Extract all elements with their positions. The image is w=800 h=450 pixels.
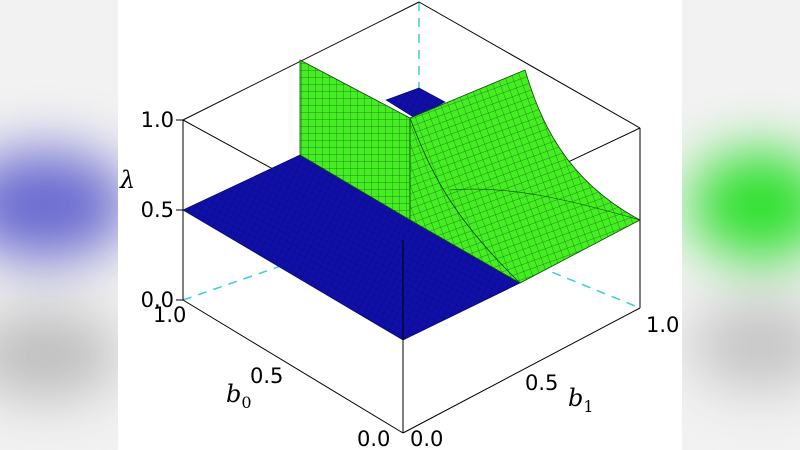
front-bottom-left (182, 299, 404, 434)
z-axis-label: λ (119, 166, 135, 194)
b0-tick-label-0: 0.0 (357, 427, 390, 450)
background-blob-green (690, 150, 800, 260)
front-bottom-right (402, 307, 641, 434)
z-tick-label-05: 0.5 (141, 198, 174, 222)
green-surface-ridge (409, 117, 521, 284)
b1-tick-label-0: 0.0 (410, 427, 443, 450)
b0-tick-label-05: 0.5 (250, 364, 283, 388)
background-blob-gray-1 (0, 310, 120, 400)
b0-tick-label-1: 1.0 (153, 303, 186, 327)
b1-axis-label: b1 (568, 384, 594, 416)
z-tick-label-1: 1.0 (141, 108, 174, 132)
b0-axis-label: b0 (226, 380, 252, 412)
b1-axis-subscript: 1 (583, 397, 593, 416)
green-surface-midline (449, 188, 641, 221)
background-blob-gray-2 (690, 300, 800, 390)
blue-surface-top-back (385, 87, 446, 119)
b1-tick-label-05: 0.5 (525, 371, 558, 395)
background-blob-blue (0, 150, 130, 260)
b0-axis-subscript: 0 (241, 393, 251, 412)
z-tick-label-0: 0.0 (141, 288, 174, 312)
b1-axis-letter: b (568, 384, 583, 412)
b0-axis-letter: b (226, 380, 241, 408)
b1-tick-label-1: 1.0 (646, 313, 679, 337)
frame-top-right (418, 1, 641, 129)
z-axis-ticks (176, 119, 183, 301)
box-front-edges (182, 240, 641, 434)
